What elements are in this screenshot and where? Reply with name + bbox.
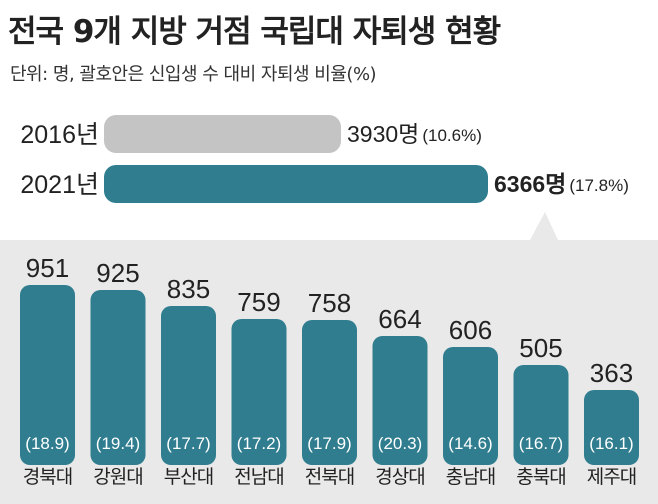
vbar-value-label: 664 [378,304,421,334]
vbar-bar [20,285,75,465]
vbar-value-label: 606 [449,315,492,345]
vbar-ratio-label: (17.7) [166,434,210,453]
vbar-value-label: 505 [519,333,562,363]
hbar-year-label: 2016년 [20,121,99,149]
vbar-ratio-label: (20.3) [378,434,422,453]
vbar-ratio-label: (14.6) [448,434,492,453]
vbar-value-label: 759 [237,287,280,317]
vbar-ratio-label: (18.9) [25,434,69,453]
vbar-ratio-label: (19.4) [96,434,140,453]
yearly-total-bars: 2016년 3930명 (10.6%) 2021년 6366명 (17.8%) [20,115,629,203]
page-subtitle: 단위: 명, 괄호안은 신입생 수 대비 자퇴생 비율(%) [10,64,377,85]
vbar-category-label: 전북대 [305,466,354,488]
vbar-value-label: 925 [96,258,139,288]
vbar-category-label: 충남대 [446,466,495,488]
vbar-category-label: 제주대 [587,466,636,488]
hbar-bar [104,115,341,153]
vbar-ratio-label: (16.1) [589,434,633,453]
vbar-category-label: 부산대 [164,466,213,488]
vbar-bar [443,347,498,465]
hbar-year-label: 2021년 [20,171,99,199]
vbar-bar [513,365,569,465]
vbar-value-label: 758 [308,288,351,318]
hbar-ratio-label: (17.8%) [569,176,629,195]
vbar-bar [302,320,357,465]
vbar-bar [161,306,216,465]
hbar-value-label: 3930명 [347,121,419,147]
vbar-bar [231,319,287,465]
vbar-category-label: 경상대 [375,466,424,488]
vbar-value-label: 835 [167,274,210,304]
vbar-category-label: 강원대 [93,466,142,488]
hbar-value-label: 6366명 [494,171,566,197]
vbar-category-label: 전남대 [234,466,283,488]
vbar-category-label: 경북대 [23,466,72,488]
vbar-value-label: 951 [26,253,69,283]
hbar-bar [104,165,488,203]
vbar-category-label: 충북대 [516,466,565,488]
vbar-ratio-label: (17.9) [307,434,351,453]
university-bars: 951 (18.9) 경북대 925 (19.4) 강원대 835 (17.7) 부산대 759 (… [20,253,639,488]
vbar-value-label: 363 [590,358,633,388]
vbar-ratio-label: (16.7) [519,434,563,453]
hbar-ratio-label: (10.6%) [422,126,482,145]
vbar-bar [584,390,639,465]
vbar-bar [372,336,428,465]
page-title: 전국 9개 지방 거점 국립대 자퇴생 현황 [8,14,501,50]
vbar-bar [90,290,146,465]
vbar-ratio-label: (17.2) [237,434,281,453]
